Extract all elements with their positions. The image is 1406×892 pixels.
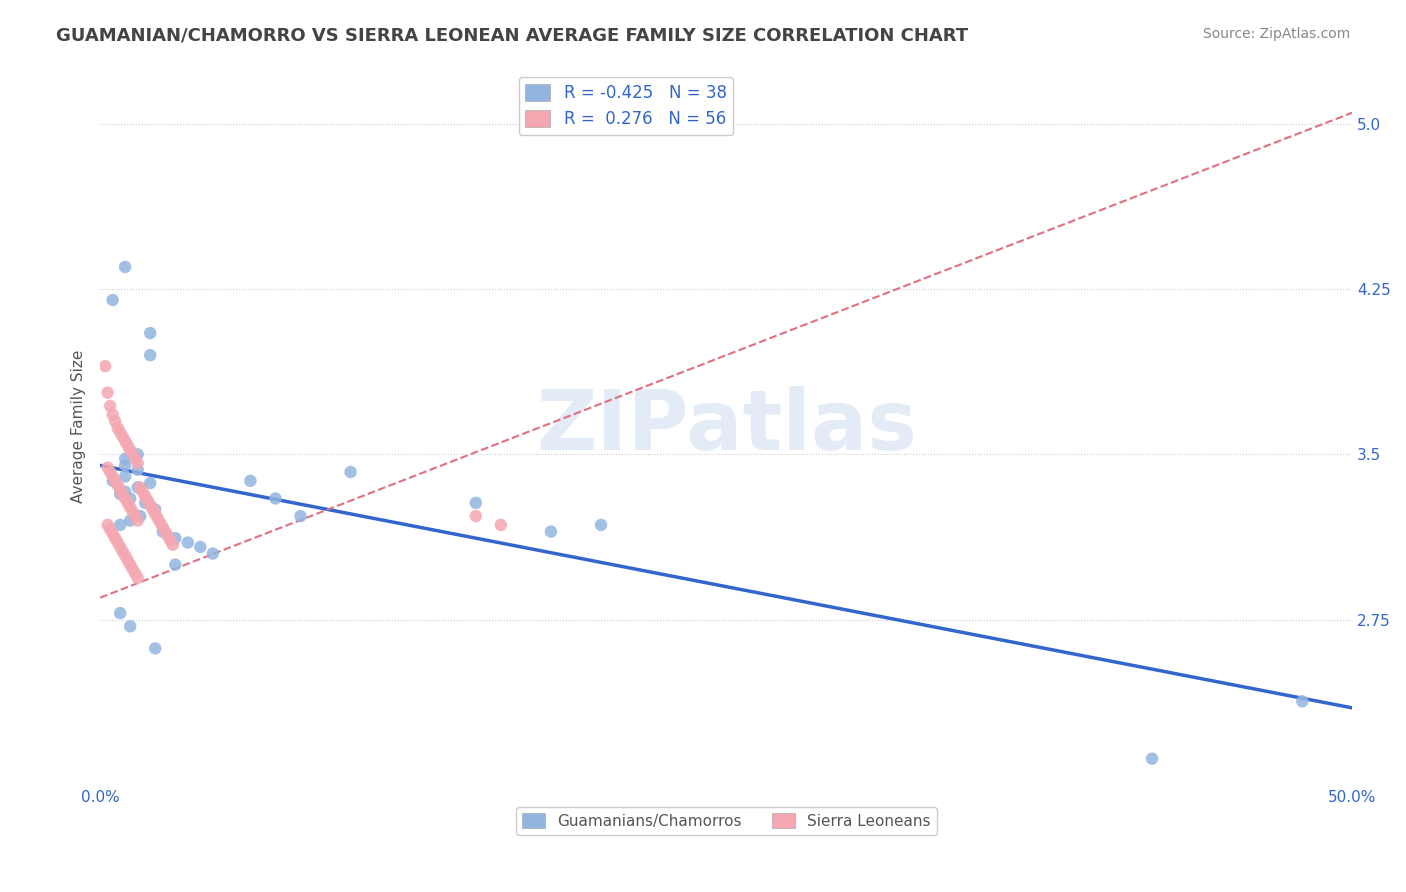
Point xyxy=(101,526,124,541)
Text: Source: ZipAtlas.com: Source: ZipAtlas.com xyxy=(1202,27,1350,41)
Point xyxy=(97,460,120,475)
Point xyxy=(117,553,139,567)
Point xyxy=(143,507,166,521)
Point xyxy=(108,487,131,501)
Point xyxy=(155,524,177,539)
Point xyxy=(127,447,149,461)
Point xyxy=(114,549,136,563)
Point xyxy=(159,533,181,548)
Point xyxy=(264,491,287,506)
Point xyxy=(101,408,124,422)
Point xyxy=(239,474,262,488)
Point xyxy=(107,478,129,492)
Text: ZIPatlas: ZIPatlas xyxy=(536,386,917,467)
Point xyxy=(121,562,143,576)
Point xyxy=(134,496,156,510)
Point xyxy=(124,566,146,581)
Point xyxy=(165,558,187,572)
Point xyxy=(156,529,179,543)
Point xyxy=(108,540,131,554)
Point xyxy=(124,451,146,466)
Point xyxy=(134,489,156,503)
Point xyxy=(107,535,129,549)
Point xyxy=(152,524,174,539)
Point xyxy=(139,348,162,362)
Point xyxy=(489,517,512,532)
Point xyxy=(120,558,142,572)
Point xyxy=(108,517,131,532)
Point xyxy=(165,531,187,545)
Y-axis label: Average Family Size: Average Family Size xyxy=(72,351,86,503)
Point xyxy=(290,509,312,524)
Point xyxy=(111,544,134,558)
Point xyxy=(464,496,486,510)
Point xyxy=(143,641,166,656)
Point xyxy=(111,487,134,501)
Point xyxy=(108,606,131,620)
Point xyxy=(111,430,134,444)
Point xyxy=(129,509,152,524)
Point xyxy=(104,414,127,428)
Point xyxy=(127,571,149,585)
Point xyxy=(94,359,117,374)
Point xyxy=(124,509,146,524)
Point xyxy=(143,502,166,516)
Point xyxy=(136,493,159,508)
Point xyxy=(1291,694,1313,708)
Point xyxy=(101,474,124,488)
Point xyxy=(149,516,172,530)
Point xyxy=(127,456,149,470)
Point xyxy=(117,438,139,452)
Legend: Guamanians/Chamorros, Sierra Leoneans: Guamanians/Chamorros, Sierra Leoneans xyxy=(516,806,936,835)
Point xyxy=(589,517,612,532)
Point xyxy=(114,458,136,473)
Point xyxy=(108,425,131,440)
Point xyxy=(139,326,162,340)
Point xyxy=(127,463,149,477)
Point xyxy=(339,465,361,479)
Point xyxy=(142,502,165,516)
Point xyxy=(114,260,136,274)
Point xyxy=(101,293,124,307)
Point xyxy=(101,469,124,483)
Point xyxy=(177,535,200,549)
Point xyxy=(121,505,143,519)
Point xyxy=(464,509,486,524)
Point xyxy=(98,399,121,413)
Point xyxy=(120,514,142,528)
Point xyxy=(98,522,121,536)
Point xyxy=(120,442,142,457)
Point xyxy=(201,547,224,561)
Point xyxy=(121,447,143,461)
Point xyxy=(129,480,152,494)
Point xyxy=(188,540,211,554)
Point xyxy=(1140,751,1163,765)
Point xyxy=(114,491,136,506)
Point xyxy=(120,500,142,515)
Point xyxy=(152,520,174,534)
Point xyxy=(117,496,139,510)
Point xyxy=(131,484,153,499)
Point xyxy=(107,421,129,435)
Point xyxy=(162,538,184,552)
Point xyxy=(139,498,162,512)
Point xyxy=(146,511,169,525)
Point xyxy=(540,524,562,539)
Point xyxy=(108,483,131,497)
Point xyxy=(114,469,136,483)
Point xyxy=(104,531,127,545)
Point xyxy=(139,476,162,491)
Point xyxy=(120,491,142,506)
Point xyxy=(97,517,120,532)
Point xyxy=(114,434,136,449)
Point xyxy=(120,619,142,633)
Text: GUAMANIAN/CHAMORRO VS SIERRA LEONEAN AVERAGE FAMILY SIZE CORRELATION CHART: GUAMANIAN/CHAMORRO VS SIERRA LEONEAN AVE… xyxy=(56,27,969,45)
Point xyxy=(127,514,149,528)
Point xyxy=(104,474,127,488)
Point xyxy=(114,451,136,466)
Point xyxy=(97,385,120,400)
Point xyxy=(98,465,121,479)
Point xyxy=(114,484,136,499)
Point xyxy=(127,480,149,494)
